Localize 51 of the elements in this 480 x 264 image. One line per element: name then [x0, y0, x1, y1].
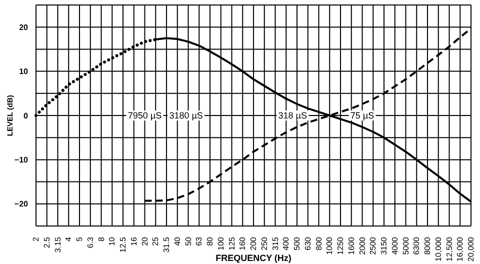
x-tick-label: 4000: [390, 236, 400, 255]
x-tick-label: 1250: [336, 236, 345, 255]
x-tick-label: 1600: [346, 236, 356, 255]
x-axis-title: FREQUENCY (Hz): [216, 253, 292, 263]
x-tick-label: 400: [282, 236, 291, 250]
x-tick-label: 5000: [401, 236, 410, 255]
x-tick-label: 2: [32, 236, 40, 242]
x-tick-label: 8: [96, 236, 106, 242]
y-tick-label: −20: [14, 200, 29, 209]
x-tick-label: 2000: [358, 236, 367, 255]
x-tick-label: 31.5: [162, 236, 171, 253]
x-tick-label: 315: [270, 236, 280, 250]
x-tick-label: 6.3: [86, 236, 95, 248]
x-tick-label: 16,000: [456, 236, 465, 262]
x-tick-label: 250: [260, 236, 269, 250]
y-tick-label: 20: [19, 22, 29, 32]
x-tick-label: 5: [75, 236, 84, 242]
x-tick-label: 8000: [423, 236, 432, 255]
x-tick-label: 800: [314, 236, 324, 250]
x-tick-label: 20,000: [466, 236, 476, 262]
x-tick-label: 630: [303, 236, 312, 250]
x-tick-label: 2500: [368, 236, 378, 255]
x-tick-label: 25: [151, 236, 160, 246]
x-tick-label: 12.5: [118, 236, 128, 253]
x-tick-label: 80: [206, 236, 214, 246]
x-tick-label: 200: [249, 236, 258, 250]
x-tick-label: 63: [194, 236, 204, 246]
y-tick-label: −10: [14, 156, 29, 165]
x-tick-label: 16: [129, 236, 138, 246]
annotation: 75 µS: [350, 110, 374, 120]
x-tick-label: 500: [292, 236, 302, 250]
annotation: 318 µS: [278, 110, 308, 120]
x-tick-label: 6300: [412, 236, 422, 255]
y-tick-label: 0: [24, 111, 29, 120]
x-tick-label: 3150: [380, 236, 388, 255]
x-tick-label: 160: [238, 236, 248, 250]
x-tick-label: 2.5: [42, 236, 52, 248]
y-tick-label: 10: [19, 67, 29, 76]
x-tick-label: 3.15: [53, 236, 62, 253]
x-tick-label: 4: [64, 236, 74, 242]
annotation: 3180 µS: [169, 110, 203, 120]
annotation: 7950 µS: [128, 110, 162, 120]
x-tick-label: 10: [108, 236, 117, 246]
x-tick-label: 12,500: [444, 236, 454, 262]
x-tick-label: 1000: [325, 236, 334, 255]
x-tick-label: 20: [140, 236, 150, 246]
x-tick-label: 100: [216, 236, 226, 250]
x-tick-label: 40: [172, 236, 182, 246]
x-tick-label: 125: [227, 236, 236, 250]
x-tick-label: 50: [184, 236, 193, 246]
x-tick-label: 10,000: [434, 236, 443, 262]
